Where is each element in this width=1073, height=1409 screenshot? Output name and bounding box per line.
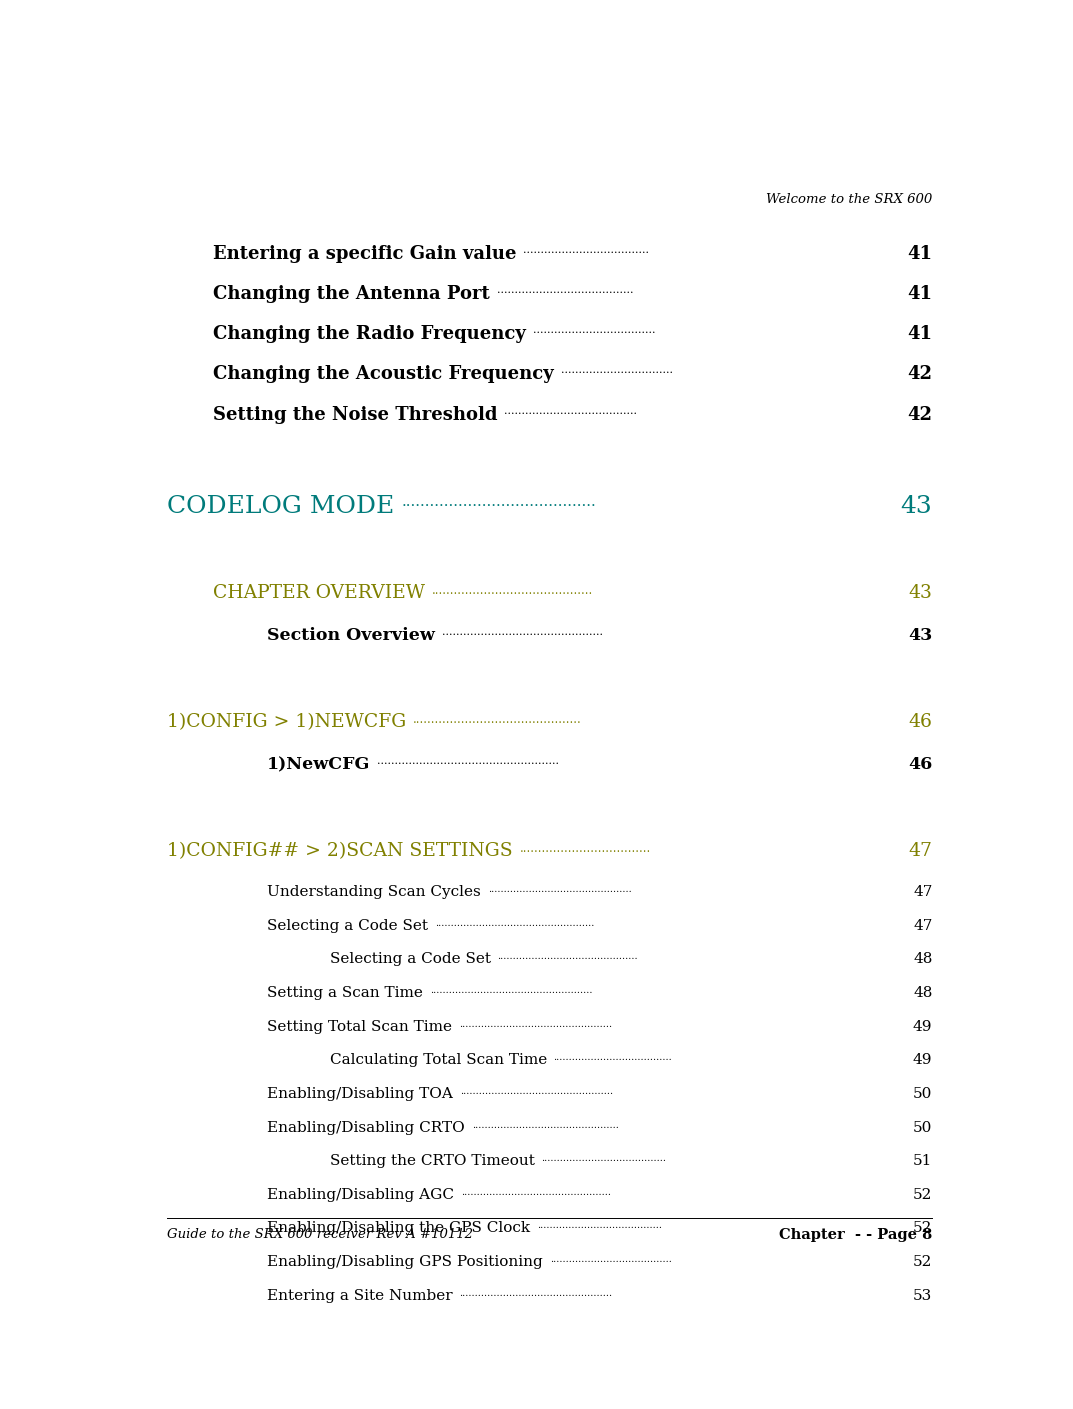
Text: 42: 42 [908, 406, 932, 424]
Text: Changing the Radio Frequency: Changing the Radio Frequency [214, 325, 526, 344]
Text: 49: 49 [913, 1054, 932, 1067]
Text: 47: 47 [909, 841, 932, 859]
Text: ................................: ................................ [560, 365, 673, 375]
Text: 53: 53 [913, 1289, 932, 1303]
Text: ...............................................: ........................................… [471, 1120, 618, 1130]
Text: ....................................................: ........................................… [378, 757, 559, 766]
Text: 50: 50 [913, 1086, 932, 1100]
Text: Enabling/Disabling CRTO: Enabling/Disabling CRTO [267, 1120, 465, 1134]
Text: Enabling/Disabling AGC: Enabling/Disabling AGC [267, 1188, 454, 1202]
Text: Setting the CRTO Timeout: Setting the CRTO Timeout [329, 1154, 534, 1168]
Text: Entering a specific Gain value: Entering a specific Gain value [214, 245, 516, 263]
Text: .......................................: ....................................... [549, 1255, 672, 1264]
Text: Understanding Scan Cycles: Understanding Scan Cycles [267, 885, 481, 899]
Text: .................................................: ........................................… [459, 1020, 612, 1029]
Text: 41: 41 [908, 285, 932, 303]
Text: .................................................: ........................................… [459, 1086, 613, 1096]
Text: CHAPTER OVERVIEW: CHAPTER OVERVIEW [214, 583, 425, 602]
Text: 50: 50 [913, 1120, 932, 1134]
Text: 42: 42 [908, 365, 932, 383]
Text: 46: 46 [909, 713, 932, 731]
Text: Enabling/Disabling TOA: Enabling/Disabling TOA [267, 1086, 453, 1100]
Text: Calculating Total Scan Time: Calculating Total Scan Time [329, 1054, 547, 1067]
Text: 48: 48 [913, 986, 932, 1000]
Text: .................................................: ........................................… [459, 1289, 613, 1298]
Text: .........................................: ........................................… [401, 495, 596, 509]
Text: ....................................: .................................... [524, 245, 649, 255]
Text: Selecting a Code Set: Selecting a Code Set [329, 952, 490, 967]
Text: ...................................: ................................... [519, 841, 651, 855]
Text: Welcome to the SRX 600: Welcome to the SRX 600 [766, 193, 932, 206]
Text: 52: 52 [913, 1222, 932, 1236]
Text: 51: 51 [913, 1154, 932, 1168]
Text: Setting the Noise Threshold: Setting the Noise Threshold [214, 406, 498, 424]
Text: Changing the Acoustic Frequency: Changing the Acoustic Frequency [214, 365, 554, 383]
Text: Selecting a Code Set: Selecting a Code Set [267, 919, 428, 933]
Text: ...................................: ................................... [532, 325, 656, 335]
Text: Section Overview: Section Overview [267, 627, 435, 644]
Text: 43: 43 [909, 583, 932, 602]
Text: CODELOG MODE: CODELOG MODE [167, 495, 395, 517]
Text: 52: 52 [913, 1255, 932, 1270]
Text: 43: 43 [900, 495, 932, 517]
Text: 47: 47 [913, 919, 932, 933]
Text: .......................................: ....................................... [497, 285, 633, 294]
Text: ...........................................: ........................................… [431, 583, 593, 596]
Text: 49: 49 [913, 1020, 932, 1034]
Text: ........................................: ........................................ [536, 1222, 662, 1230]
Text: ...................................................: ........................................… [435, 919, 594, 927]
Text: 1)NewCFG: 1)NewCFG [267, 757, 370, 774]
Text: .............................................: ........................................… [413, 713, 582, 726]
Text: 1)CONFIG## > 2)SCAN SETTINGS: 1)CONFIG## > 2)SCAN SETTINGS [167, 841, 513, 859]
Text: Setting a Scan Time: Setting a Scan Time [267, 986, 423, 1000]
Text: 48: 48 [913, 952, 932, 967]
Text: ..............................................: ........................................… [487, 885, 631, 895]
Text: 41: 41 [908, 245, 932, 263]
Text: 43: 43 [908, 627, 932, 644]
Text: ........................................: ........................................ [541, 1154, 666, 1164]
Text: .............................................: ........................................… [497, 952, 637, 961]
Text: 52: 52 [913, 1188, 932, 1202]
Text: 47: 47 [913, 885, 932, 899]
Text: Enabling/Disabling the GPS Clock: Enabling/Disabling the GPS Clock [267, 1222, 530, 1236]
Text: Enabling/Disabling GPS Positioning: Enabling/Disabling GPS Positioning [267, 1255, 543, 1270]
Text: 1)CONFIG > 1)NEWCFG: 1)CONFIG > 1)NEWCFG [167, 713, 407, 731]
Text: ..............................................: ........................................… [442, 627, 603, 637]
Text: ....................................................: ........................................… [429, 986, 592, 995]
Text: ......................................: ...................................... [554, 1054, 672, 1062]
Text: 46: 46 [908, 757, 932, 774]
Text: Guide to the SRX 600 receiver Rev A #10112: Guide to the SRX 600 receiver Rev A #101… [167, 1229, 473, 1241]
Text: Chapter  - - Page 8: Chapter - - Page 8 [779, 1229, 932, 1241]
Text: Setting Total Scan Time: Setting Total Scan Time [267, 1020, 452, 1034]
Text: ......................................: ...................................... [504, 406, 637, 416]
Text: 41: 41 [908, 325, 932, 344]
Text: Entering a Site Number: Entering a Site Number [267, 1289, 453, 1303]
Text: ................................................: ........................................… [460, 1188, 611, 1196]
Text: Changing the Antenna Port: Changing the Antenna Port [214, 285, 490, 303]
